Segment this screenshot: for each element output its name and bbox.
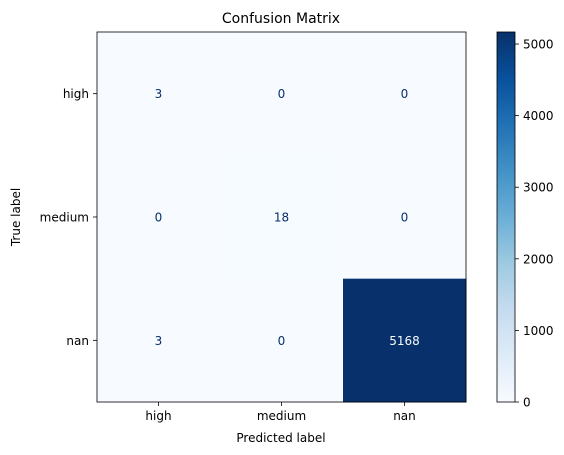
cell-value-label: 3	[155, 334, 163, 348]
chart-title: Confusion Matrix	[222, 11, 340, 27]
x-axis-ticks: high medium nan	[145, 402, 416, 423]
heatmap-cell	[220, 155, 344, 280]
heatmap-cell	[220, 32, 344, 156]
colorbar-tick-label: 3000	[523, 181, 554, 195]
cell-value-label: 18	[274, 211, 289, 225]
x-tick-label: high	[145, 409, 171, 423]
colorbar-tick-label: 4000	[523, 109, 554, 123]
y-axis-ticks: high medium nan	[40, 87, 97, 348]
cell-value-label: 5168	[389, 334, 420, 348]
y-axis-label: True label	[9, 188, 23, 247]
heatmap-cell	[343, 155, 467, 280]
heatmap-cell	[97, 32, 221, 156]
y-tick-label: high	[63, 87, 89, 101]
colorbar	[496, 31, 516, 403]
cell-value-label: 3	[155, 87, 163, 101]
x-axis-label: Predicted label	[236, 431, 325, 445]
heatmap-cell	[343, 32, 467, 156]
colorbar-tick-label: 0	[523, 396, 531, 410]
x-tick-label: medium	[257, 409, 306, 423]
cell-value-label: 0	[401, 211, 409, 225]
colorbar-tick-label: 1000	[523, 324, 554, 338]
y-tick-label: medium	[40, 211, 89, 225]
heatmap-cell	[343, 278, 467, 403]
colorbar-tick-label: 5000	[523, 38, 554, 52]
y-tick-label: nan	[66, 334, 89, 348]
cell-value-label: 0	[155, 211, 163, 225]
heatmap-cell	[97, 278, 221, 403]
heatmap-cell	[220, 278, 344, 403]
colorbar-tick-label: 2000	[523, 252, 554, 266]
cell-value-label: 0	[278, 87, 286, 101]
heatmap-cell	[97, 155, 221, 280]
cell-value-label: 0	[278, 334, 286, 348]
colorbar-ticks: 0 1000 2000 3000 4000 5000	[515, 38, 554, 410]
cell-value-label: 0	[401, 87, 409, 101]
x-tick-label: nan	[393, 409, 416, 423]
heatmap-cells: 3 0 0 0 18 0 3 0 5168	[97, 32, 467, 403]
